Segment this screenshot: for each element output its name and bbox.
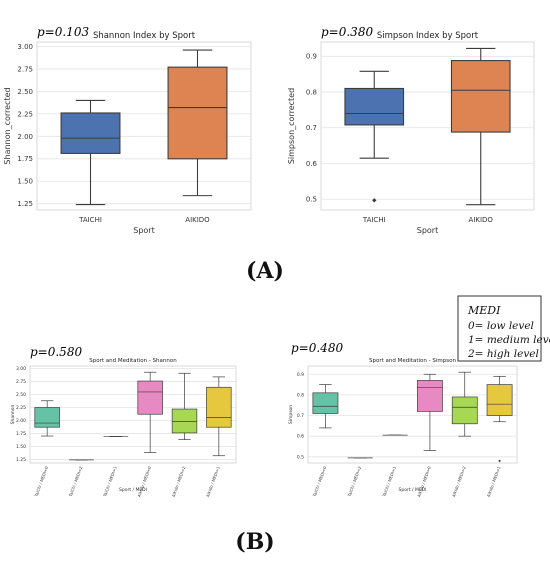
p-value: p=0.380 xyxy=(321,25,373,39)
charts-layer: 1.25 1.50 1.75 2.00 2.25 2.50 2.75 3.00 Shannon … xyxy=(3,25,535,498)
box-taichi-medi-0 xyxy=(312,384,339,429)
x-tick-label: TAICHI xyxy=(78,216,102,224)
box-aikido xyxy=(450,47,511,206)
x-axis-label: Sport / MEDI xyxy=(119,487,147,493)
y-tick-label: 2.75 xyxy=(17,65,33,73)
chart-simpson-by-sport: 0.5 0.6 0.7 0.8 0.9 Simpson Index by Sport p=0… xyxy=(287,25,535,235)
box-aikido-medi-2 xyxy=(171,372,198,441)
box-body xyxy=(167,66,228,160)
y-tick-label: 1.50 xyxy=(17,178,33,186)
legend-line-low: 0= low level xyxy=(468,320,534,332)
panel-label-a: (A) xyxy=(246,258,284,284)
x-axis-label: Sport xyxy=(133,226,154,235)
x-tick-label: TAICHI xyxy=(362,216,386,224)
box-taichi xyxy=(344,70,405,203)
outlier-point xyxy=(498,459,501,463)
plot-area xyxy=(307,365,518,464)
y-tick-label: 2.25 xyxy=(17,110,33,118)
legend-frame xyxy=(457,295,542,362)
box-aikido-medi-1 xyxy=(206,376,232,457)
box-body xyxy=(137,380,163,415)
y-tick-label: 1.50 xyxy=(16,444,26,450)
y-tick-label: 2.25 xyxy=(16,405,26,411)
box-aikido-medi-0 xyxy=(137,371,163,453)
y-tick-label: 3.00 xyxy=(16,366,26,372)
y-tick-label: 1.25 xyxy=(17,200,33,208)
medi-legend-box: MEDI 0= low level 1= medium level 2= hig… xyxy=(457,295,550,362)
legend-line-high: 2= high level xyxy=(467,348,539,360)
y-tick-label: 1.75 xyxy=(17,155,33,163)
y-axis-label: Shannon xyxy=(10,404,16,424)
y-tick-label: 2.75 xyxy=(16,379,26,385)
box-aikido xyxy=(167,49,228,197)
box-body xyxy=(34,407,60,428)
box-body xyxy=(312,392,339,414)
y-tick-label: 2.00 xyxy=(16,418,26,424)
chart-title: Shannon Index by Sport xyxy=(93,31,196,41)
y-tick-label: 0.8 xyxy=(306,88,317,96)
x-axis-label: Sport / MEDI xyxy=(399,487,427,493)
box-body xyxy=(60,112,121,154)
y-tick-label: 0.5 xyxy=(297,454,304,460)
y-tick-label: 1.75 xyxy=(16,431,26,437)
y-axis-label: Simpson_corrected xyxy=(287,88,296,164)
y-tick-label: 3.00 xyxy=(17,43,33,51)
box-aikido-medi-0 xyxy=(417,373,443,451)
p-value: p=0.103 xyxy=(37,25,89,39)
box-body xyxy=(450,60,511,133)
x-axis-label: Sport xyxy=(417,226,438,235)
y-tick-label: 2.00 xyxy=(17,133,33,141)
chart-sport-meditation-shannon: 1.25 1.50 1.75 2.00 2.25 2.50 2.75 3.00 Sport an… xyxy=(10,345,237,498)
p-value: p=0.480 xyxy=(291,341,343,355)
box-body xyxy=(206,386,232,428)
p-value: p=0.580 xyxy=(30,345,82,359)
box-body xyxy=(451,396,478,425)
box-aikido-medi-1 xyxy=(486,375,513,463)
plot-area xyxy=(29,365,237,464)
y-tick-label: 0.7 xyxy=(306,124,317,132)
legend-title: MEDI xyxy=(467,304,501,317)
chart-title: Sport and Meditation - Simpson xyxy=(369,358,456,364)
x-tick-label: AIKIDO xyxy=(469,216,494,224)
y-tick-label: 0.8 xyxy=(297,392,304,398)
y-axis-label: Shannon_corrected xyxy=(3,87,12,164)
y-tick-label: 2.50 xyxy=(16,392,26,398)
box-body xyxy=(171,408,198,434)
y-tick-label: 1.25 xyxy=(16,457,26,463)
y-tick-label: 2.50 xyxy=(17,88,33,96)
y-tick-label: 0.5 xyxy=(306,196,317,204)
box-aikido-medi-2 xyxy=(451,371,478,437)
outlier-point xyxy=(372,198,377,203)
panel-label-b: (B) xyxy=(235,529,274,555)
chart-title: Sport and Meditation - Shannon xyxy=(89,358,177,364)
y-tick-label: 0.9 xyxy=(306,53,317,61)
y-axis-label: Simpson xyxy=(288,405,294,424)
y-tick-label: 0.6 xyxy=(306,160,318,168)
x-tick-label: AIKIDO xyxy=(185,216,210,224)
box-body xyxy=(486,384,513,416)
legend-line-medium: 1= medium level xyxy=(468,334,550,346)
y-tick-label: 0.6 xyxy=(297,434,304,440)
y-tick-label: 0.9 xyxy=(297,372,304,378)
box-taichi xyxy=(60,99,121,206)
y-tick-label: 0.7 xyxy=(297,413,304,419)
box-taichi-medi-0 xyxy=(34,400,60,437)
chart-shannon-by-sport: 1.25 1.50 1.75 2.00 2.25 2.50 2.75 3.00 Shannon … xyxy=(3,25,252,235)
box-body xyxy=(344,87,405,126)
chart-title: Simpson Index by Sport xyxy=(377,31,479,41)
box-body xyxy=(417,380,443,412)
